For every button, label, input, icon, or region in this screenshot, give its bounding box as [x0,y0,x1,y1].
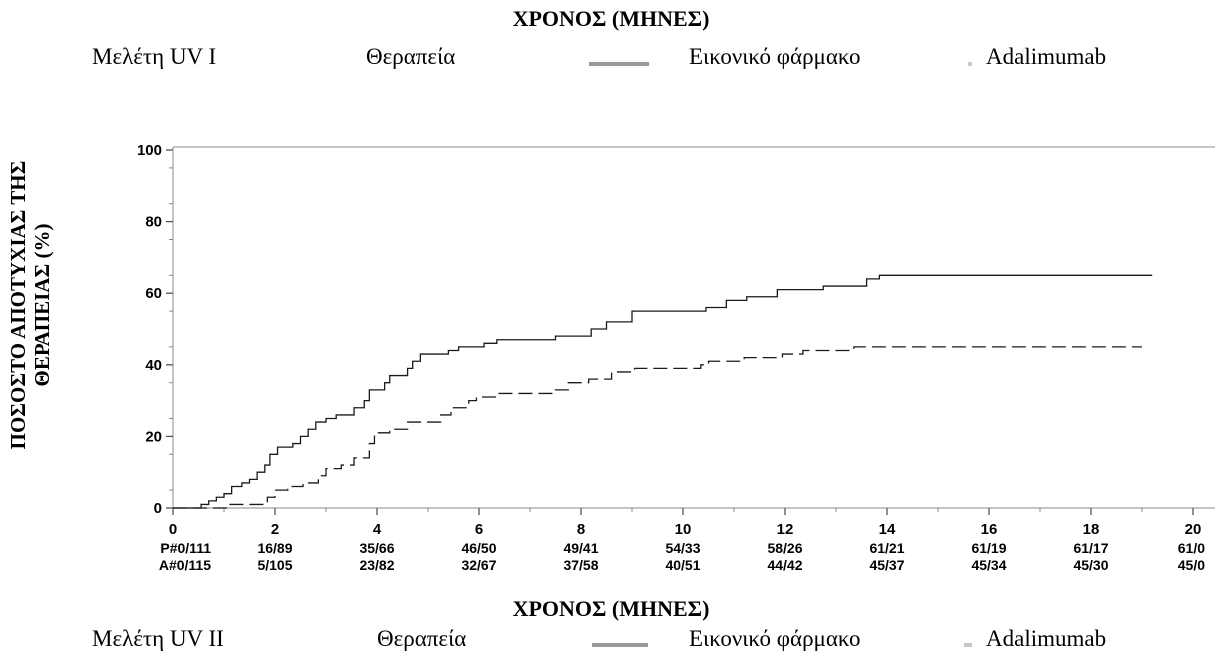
bottom-therapy-label: Θεραπεία [377,626,467,651]
risk-adalimumab-value: A#0/115 [159,557,211,573]
top-legend-placebo-label: Εικονικό φάρμακο [689,44,861,69]
x-tick-label: 20 [1185,521,1202,538]
placebo-step-line [173,274,1153,509]
y-tick-label: 80 [145,214,162,231]
risk-adalimumab-value: 45/37 [869,557,904,573]
risk-placebo-value: 49/41 [563,540,598,556]
bottom-legend-adalimumab-label: Adalimumab [986,626,1107,651]
risk-placebo-value: 16/89 [257,540,292,556]
risk-adalimumab-value: 45/0 [1178,557,1205,573]
risk-placebo-value: 58/26 [767,540,802,556]
y-axis-title: ΠΟΣΟΣΤΟ ΑΠΟΤΥΧΙΑΣ ΤΗΣ ΘΕΡΑΠΕΙΑΣ (%) [6,35,54,575]
x-tick-label: 6 [475,521,483,538]
risk-adalimumab-value: 45/30 [1073,557,1108,573]
risk-adalimumab-value: 32/67 [461,557,496,573]
kaplan-meier-chart: 0 20 40 60 80 100 0 2 4 6 8 10 12 14 16 18 20 P#0/111 16/8… [137,142,1215,573]
y-tick-label: 40 [145,357,162,374]
x-tick-label: 4 [373,521,382,538]
top-legend-placebo-swatch [589,62,649,66]
x-tick-label: 16 [981,521,998,538]
risk-adalimumab-value: 23/82 [359,557,394,573]
bottom-legend-adalimumab-swatch [964,643,972,647]
risk-adalimumab-value: 45/34 [971,557,1006,573]
x-tick-label: 0 [169,521,177,538]
risk-placebo-value: 61/21 [869,540,904,556]
y-tick-label: 60 [145,285,162,302]
top-therapy-label: Θεραπεία [366,44,456,69]
risk-placebo-value: 54/33 [665,540,700,556]
y-axis-title-line2: ΘΕΡΑΠΕΙΑΣ (%) [30,223,54,387]
x-tick-label: 8 [577,521,585,538]
x-tick-label: 10 [675,521,692,538]
top-legend-adalimumab-swatch [968,62,972,66]
risk-placebo-value: 46/50 [461,540,496,556]
risk-adalimumab-value: 5/105 [257,557,292,573]
top-x-axis-title: ΧΡΟΝΟΣ (ΜΗΝΕΣ) [512,6,710,31]
x-tick-label: 12 [777,521,794,538]
x-tick-label: 18 [1083,521,1100,538]
top-study-label: Μελέτη UV I [92,44,217,69]
risk-adalimumab-value: 37/58 [563,557,598,573]
adalimumab-step-line [173,346,1142,509]
bottom-study-label: Μελέτη UV II [92,626,224,651]
x-tick-label: 14 [879,521,896,538]
top-legend-adalimumab-label: Adalimumab [986,44,1107,69]
risk-placebo-value: P#0/111 [160,540,211,556]
risk-placebo-value: 61/19 [971,540,1006,556]
risk-placebo-value: 35/66 [359,540,394,556]
risk-adalimumab-value: 44/42 [767,557,802,573]
risk-adalimumab-value: 40/51 [665,557,700,573]
bottom-legend-placebo-swatch [592,643,648,647]
y-tick-label: 100 [137,142,162,159]
y-tick-label: 20 [145,428,162,445]
x-tick-label: 2 [271,521,279,538]
bottom-x-axis-title: ΧΡΟΝΟΣ (ΜΗΝΕΣ) [512,596,710,621]
bottom-legend-placebo-label: Εικονικό φάρμακο [689,626,861,651]
risk-placebo-value: 61/0 [1178,540,1205,556]
risk-placebo-value: 61/17 [1073,540,1108,556]
y-tick-label: 0 [154,500,162,517]
y-axis-title-line1: ΠΟΣΟΣΤΟ ΑΠΟΤΥΧΙΑΣ ΤΗΣ [6,160,30,450]
